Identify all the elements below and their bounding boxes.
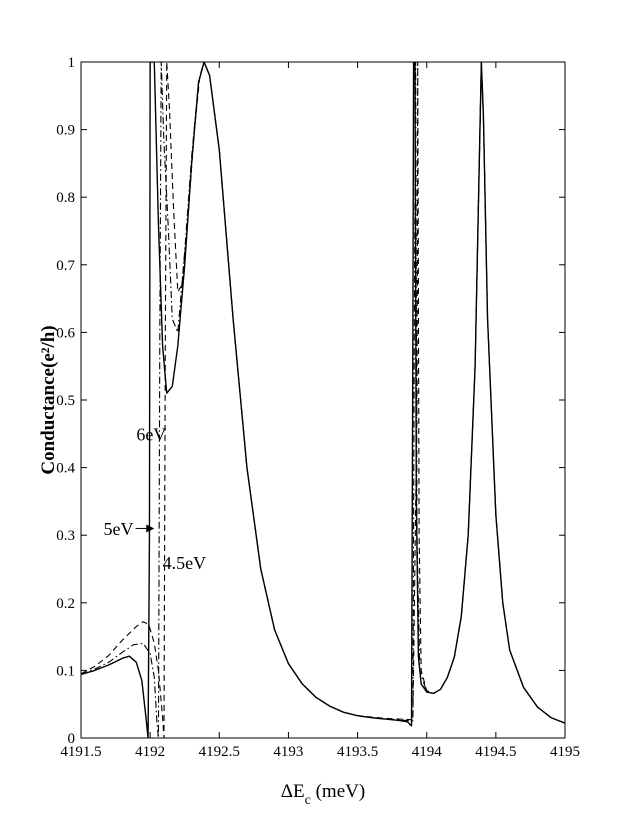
y-tick-label-8: 0.8 — [56, 190, 75, 206]
x-tick-label-6: 4194.5 — [475, 744, 516, 760]
y-axis-label: Conductance(e²/h) — [38, 325, 59, 474]
annotations: 6eV 5eV 4.5eV — [104, 425, 207, 573]
annotation-6ev: 6eV — [136, 425, 166, 445]
y-tick-label-5: 0.5 — [56, 393, 75, 409]
plot-frame — [80, 61, 566, 739]
y-tick-label-1: 0.1 — [56, 663, 75, 679]
y-tick-label-3: 0.3 — [56, 528, 75, 544]
x-tick-label-3: 4193 — [273, 744, 303, 760]
x-tick-label-5: 4194 — [412, 744, 443, 760]
y-tick-label-7: 0.7 — [56, 258, 75, 274]
x-axis-label: ΔEc (meV) — [281, 781, 365, 808]
annotation-5ev: 5eV — [104, 519, 134, 539]
x-tick-label-7: 4195 — [550, 744, 580, 760]
annotation-arrow-head — [146, 524, 155, 533]
x-tick-label-2: 4192.5 — [199, 744, 240, 760]
series-line-dashdot — [81, 62, 565, 738]
annotation-45ev: 4.5eV — [163, 553, 207, 573]
x-tick-label-1: 4192 — [135, 744, 165, 760]
y-tick-label-2: 0.2 — [56, 596, 75, 612]
y-tick-label-10: 1 — [68, 55, 76, 71]
y-tick-label-6: 0.6 — [56, 325, 75, 341]
y-tick-label-4: 0.4 — [56, 461, 75, 477]
series-layer — [81, 62, 565, 738]
axis-ticks: 4191.5 4192 4192.5 4193 4193.5 4194 4194.5 4195… — [56, 55, 580, 760]
y-tick-label-9: 0.9 — [56, 123, 75, 139]
series-line-dashed — [81, 62, 565, 738]
x-tick-label-0: 4191.5 — [60, 744, 101, 760]
y-tick-label-0: 0 — [68, 731, 76, 747]
series-line-solid — [81, 62, 565, 738]
x-tick-label-4: 4193.5 — [337, 744, 378, 760]
